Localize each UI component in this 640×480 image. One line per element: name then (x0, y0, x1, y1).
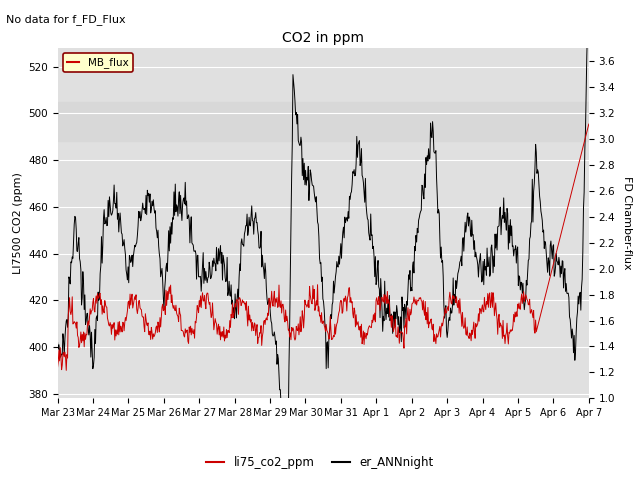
Legend: MB_flux: MB_flux (63, 53, 132, 72)
Y-axis label: LI7500 CO2 (ppm): LI7500 CO2 (ppm) (13, 172, 22, 274)
Bar (58, 102, 589, 142)
Y-axis label: FD Chamber-flux: FD Chamber-flux (622, 176, 632, 270)
Text: No data for f_FD_Flux: No data for f_FD_Flux (6, 14, 126, 25)
Legend: li75_co2_ppm, er_ANNnight: li75_co2_ppm, er_ANNnight (202, 452, 438, 474)
Title: CO2 in ppm: CO2 in ppm (282, 32, 364, 46)
